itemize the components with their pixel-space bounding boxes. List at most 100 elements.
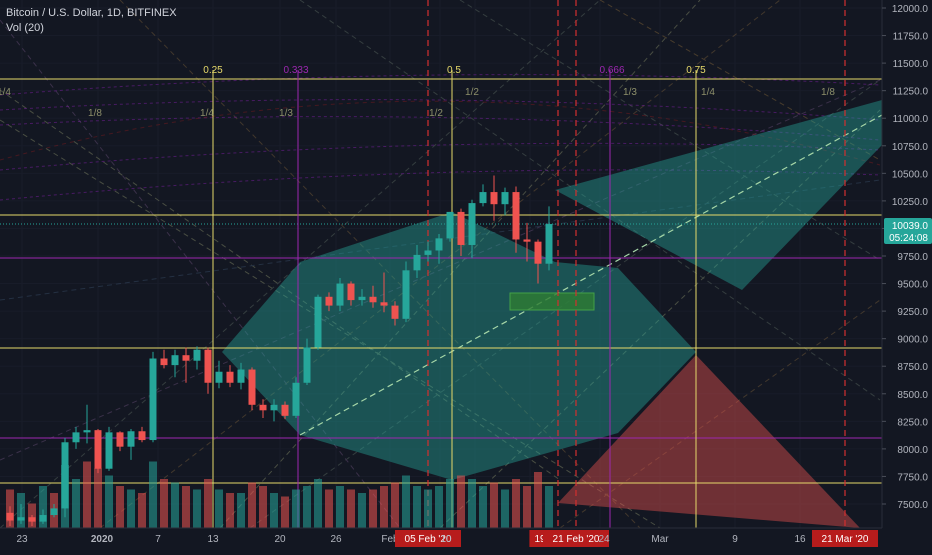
candle: [468, 199, 476, 259]
volume-bar: [292, 489, 300, 528]
volume-bar: [193, 489, 201, 528]
time-tick-label: 20: [274, 534, 286, 545]
fib-ratio-label: 0.666: [599, 65, 624, 76]
candle: [127, 429, 135, 460]
volume-bar: [105, 475, 113, 528]
candle-body: [501, 192, 509, 205]
time-highlight-label: 21 Mar '20: [822, 534, 869, 545]
candle-body: [6, 512, 14, 521]
price-tick-label: 9750.0: [897, 252, 928, 263]
candle-body: [72, 432, 80, 443]
price-tick-label: 9000.0: [897, 335, 928, 346]
fan-line: [459, 0, 881, 261]
time-highlight-label: 19: [534, 534, 546, 545]
candle-body: [468, 203, 476, 245]
price-tick-label: 11750.0: [893, 32, 929, 43]
time-highlight-label: 21 Feb '20: [553, 534, 600, 545]
volume-bar: [336, 486, 344, 528]
candle-body: [303, 347, 311, 383]
volume-bar: [501, 489, 509, 528]
volume-bar: [72, 479, 80, 528]
volume-bar: [149, 461, 157, 528]
candle: [160, 349, 168, 369]
volume-bar: [446, 479, 454, 528]
price-tick-label: 11000.0: [893, 114, 929, 125]
candle-body: [292, 382, 300, 416]
time-tick-label: 24: [598, 534, 610, 545]
candle-body: [61, 442, 69, 509]
median-line: [299, 114, 883, 436]
candle-body: [127, 431, 135, 447]
fan-line: [0, 89, 561, 481]
volume-bar: [457, 475, 465, 528]
fib-vertical-lines: [212, 0, 846, 528]
candle: [17, 504, 25, 524]
volume-bar: [94, 468, 102, 528]
candle: [336, 278, 344, 312]
candle-body: [83, 430, 91, 433]
candle-body: [149, 358, 157, 441]
chart-legend: Bitcoin / U.S. Dollar, 1D, BITFINEX Vol …: [6, 6, 177, 36]
time-axis-background: [0, 528, 932, 550]
candle: [413, 244, 421, 279]
candle: [226, 365, 234, 388]
candle: [72, 426, 80, 449]
price-axis: 12000.0 11750.0 11500.0 11250.0 11000.0 10750…: [881, 0, 932, 550]
candle-body: [402, 270, 410, 319]
volume-bar: [138, 493, 146, 528]
volume-bar: [39, 486, 47, 528]
red-projection-triangle: [558, 355, 860, 528]
price-tick-label: 9500.0: [897, 280, 928, 291]
volume-bar: [479, 486, 487, 528]
volume-bar: [171, 482, 179, 528]
price-tick-label: 9250.0: [897, 307, 928, 318]
gann-arc: [0, 169, 881, 201]
candle: [446, 211, 454, 242]
candle-body: [182, 355, 190, 361]
grid-lines: [0, 0, 882, 528]
candle: [479, 184, 487, 207]
volume-bar: [490, 482, 498, 528]
fan-line: [0, 119, 661, 529]
price-tick-label: 8000.0: [897, 445, 928, 456]
candle-body: [347, 283, 355, 301]
time-tick-label: Feb: [381, 534, 399, 545]
fib-horizontal-lines: [0, 78, 882, 484]
gann-fraction-label: 1/8: [821, 87, 835, 98]
gann-fraction-label: 1/4: [0, 87, 11, 98]
price-tick-label: 7500.0: [897, 500, 928, 511]
volume-bar: [314, 479, 322, 528]
price-tick-label: 10750.0: [892, 142, 929, 153]
price-tick-label: 8500.0: [897, 390, 928, 401]
volume-bar: [127, 489, 135, 528]
candle: [6, 506, 14, 527]
price-tick-label: 12000.0: [892, 4, 929, 15]
candle-body: [171, 355, 179, 366]
volume-bar: [160, 479, 168, 528]
candle-body: [325, 296, 333, 306]
gann-fraction-label: 1/2: [429, 108, 443, 119]
candle: [171, 349, 179, 378]
candle-body: [215, 371, 223, 383]
candle-body: [479, 192, 487, 204]
gann-arc: [0, 99, 881, 121]
last-price-tag: 10039.005:24:08: [884, 218, 932, 244]
candle: [501, 187, 509, 216]
candle-body: [545, 224, 553, 264]
gann-arc: [0, 116, 881, 141]
candle-body: [413, 254, 421, 271]
candle: [149, 351, 157, 443]
candle-body: [116, 432, 124, 447]
fib-ratio-label: 0.5: [447, 65, 461, 76]
target-zone-box: [509, 292, 595, 311]
time-tick-label: Mar: [651, 534, 669, 545]
volume-bar: [512, 479, 520, 528]
price-tick-label: 10500.0: [892, 169, 929, 180]
candle-series: [6, 175, 553, 527]
bar-countdown: 05:24:08: [889, 233, 928, 244]
candle: [193, 346, 201, 370]
